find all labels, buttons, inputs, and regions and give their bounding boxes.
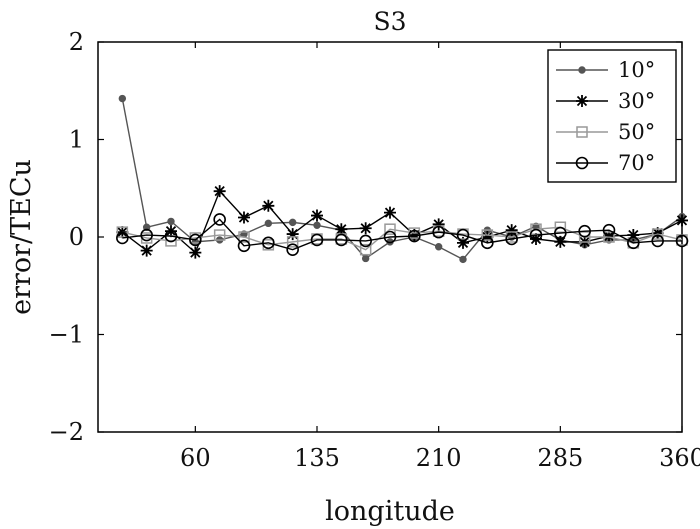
circle-marker	[481, 236, 494, 250]
legend-marker	[576, 95, 588, 107]
star-marker	[359, 222, 372, 235]
circle-marker	[310, 233, 324, 247]
dot-marker	[361, 254, 370, 263]
circle-marker	[651, 234, 664, 248]
square-marker	[286, 236, 299, 248]
circle-marker	[262, 236, 275, 250]
circle-marker	[578, 224, 591, 238]
circle-marker	[213, 213, 226, 226]
circle-marker	[432, 225, 445, 239]
legend-label: 50°	[618, 120, 655, 144]
series-line	[121, 189, 683, 254]
legend-label: 70°	[618, 151, 655, 175]
dot-marker	[288, 218, 297, 227]
circle-marker	[286, 243, 299, 256]
legend-marker	[578, 66, 586, 74]
square-marker	[603, 231, 615, 243]
legend-box	[547, 49, 677, 183]
star-marker	[189, 246, 202, 259]
square-marker	[384, 223, 396, 235]
x-tick-label: 360	[659, 444, 700, 472]
series-layer	[116, 94, 689, 264]
x-tick-label: 135	[294, 444, 340, 472]
y-tick-label: −1	[49, 321, 84, 349]
dot-marker	[167, 217, 175, 226]
star-marker	[554, 235, 567, 248]
square-marker	[530, 223, 542, 235]
dot-marker	[313, 221, 321, 230]
circle-marker	[408, 229, 421, 243]
legend: 10° 30° 50° 70°	[547, 49, 677, 183]
square-marker	[359, 243, 372, 256]
circle-marker	[627, 236, 640, 250]
star-marker	[335, 223, 348, 236]
star-marker	[286, 228, 299, 241]
square-marker	[481, 229, 494, 241]
series-line	[122, 226, 683, 251]
axis-ticks: 60 135 210 285 360 −2 −1 0 1 2	[49, 28, 700, 472]
dot-marker	[118, 94, 127, 103]
legend-marker	[575, 156, 589, 170]
star-marker	[140, 244, 153, 257]
star-marker	[408, 229, 421, 242]
legend-marker	[576, 126, 588, 138]
circle-marker	[359, 234, 372, 248]
circle-marker	[529, 228, 543, 242]
circle-marker	[675, 234, 689, 248]
x-tick-label: 60	[180, 444, 211, 472]
series-2	[116, 185, 688, 259]
dot-marker	[434, 243, 443, 251]
square-marker	[578, 231, 591, 243]
circle-marker	[140, 228, 153, 242]
square-marker	[116, 226, 129, 238]
y-tick-label: −2	[49, 418, 84, 446]
star-marker	[213, 185, 226, 198]
circle-marker	[383, 230, 397, 244]
star-marker	[457, 236, 469, 249]
y-axis-label: error/TECu	[6, 159, 37, 315]
star-marker	[627, 229, 640, 242]
star-marker	[676, 214, 688, 227]
square-marker	[651, 228, 664, 240]
circle-marker	[189, 233, 202, 247]
square-marker	[238, 231, 250, 243]
star-marker	[262, 199, 275, 212]
legend-label: 30°	[618, 89, 655, 113]
chart-title: S3	[373, 7, 406, 36]
circle-marker	[237, 239, 251, 253]
circle-marker	[602, 223, 616, 237]
star-marker	[311, 209, 323, 222]
circle-marker	[554, 226, 567, 240]
square-marker	[213, 229, 226, 241]
x-tick-label: 285	[537, 444, 583, 472]
x-axis-label: longitude	[325, 496, 455, 527]
dot-marker	[264, 219, 273, 228]
y-tick-label: 1	[69, 126, 84, 154]
x-tick-label: 210	[416, 444, 462, 472]
square-marker	[554, 221, 567, 233]
dot-marker	[142, 223, 151, 231]
star-marker	[384, 206, 396, 219]
legend-label: 10°	[618, 58, 655, 82]
star-marker	[505, 224, 518, 237]
y-tick-label: 0	[69, 223, 84, 251]
circle-marker	[505, 232, 518, 246]
circle-marker	[335, 233, 348, 247]
dot-marker	[459, 255, 467, 264]
star-marker	[238, 211, 250, 224]
series-4	[116, 213, 689, 256]
circle-marker	[456, 228, 470, 242]
star-marker	[651, 227, 664, 240]
star-marker	[432, 218, 445, 231]
circle-marker	[164, 229, 178, 243]
circle-marker	[116, 231, 129, 245]
star-marker	[530, 232, 542, 245]
y-tick-label: 2	[69, 28, 84, 56]
